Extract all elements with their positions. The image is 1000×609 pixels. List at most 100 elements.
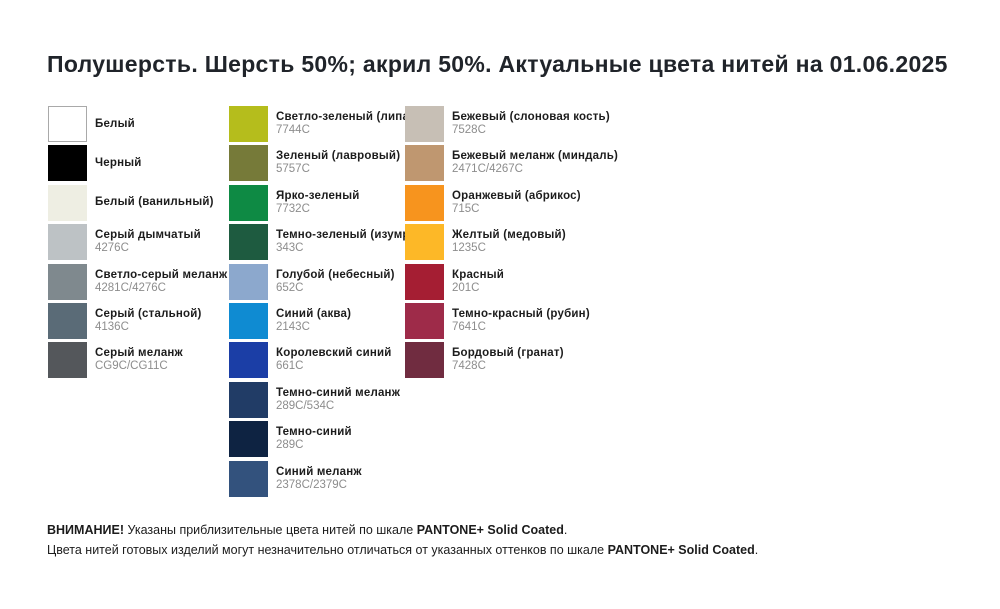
attention-label: ВНИМАНИЕ!: [47, 523, 124, 537]
color-row: Бордовый (гранат) 7428C: [405, 342, 618, 379]
color-swatch: [229, 302, 268, 339]
color-name: Темно-синий: [276, 426, 352, 439]
color-row: Черный: [48, 145, 227, 182]
color-row: Зеленый (лавровый) 5757C: [229, 145, 427, 182]
color-name: Красный: [452, 268, 505, 281]
color-swatch: [229, 106, 268, 142]
color-code: 7528C: [452, 124, 486, 136]
color-row: Ярко-зеленый 7732C: [229, 184, 427, 221]
color-name: Зеленый (лавровый): [276, 150, 401, 163]
color-row: Бежевый (слоновая кость) 7528C: [405, 106, 618, 142]
page-title: Полушерсть. Шерсть 50%; акрил 50%. Актуа…: [47, 51, 948, 77]
color-swatch: [229, 381, 268, 418]
color-row: Темно-синий меланж 289C/534C: [229, 381, 427, 418]
color-code: 661C: [276, 360, 304, 373]
color-name: Оранжевый (абрикос): [452, 189, 581, 202]
color-row: Оранжевый (абрикос) 715C: [405, 184, 618, 221]
color-row: Темно-зеленый (изумруд) 343C: [229, 224, 428, 261]
color-row: Желтый (медовый) 1235C: [405, 224, 618, 261]
color-row: Красный 201C: [405, 263, 618, 300]
color-swatch: [405, 106, 444, 142]
color-name: Синий меланж: [276, 465, 362, 478]
color-name: Серый (стальной): [95, 307, 202, 320]
color-name: Ярко-зеленый: [276, 189, 360, 202]
footer-note-line2: Цвета нитей готовых изделий могут незнач…: [47, 542, 759, 557]
color-name: Светло-серый меланж: [95, 268, 228, 281]
color-code: 5757C: [276, 163, 310, 176]
color-name: Светло-зеленый (липа): [276, 111, 414, 123]
color-row: Бежевый меланж (миндаль) 2471C/4267C: [405, 145, 619, 182]
color-row: Серый (стальной) 4136C: [48, 302, 227, 339]
color-code: 1235C: [452, 242, 486, 255]
color-swatch: [229, 342, 268, 379]
color-swatch: [48, 263, 87, 300]
color-code: 7732C: [276, 202, 310, 215]
color-name: Королевский синий: [276, 347, 392, 360]
color-swatch: [229, 224, 268, 261]
color-code: 289C: [276, 439, 304, 452]
color-swatch: [48, 106, 87, 142]
color-swatch: [229, 460, 268, 497]
color-code: 4281C/4276C: [95, 281, 166, 294]
color-name: Бордовый (гранат): [452, 347, 564, 360]
color-code: 289C/534C: [276, 399, 335, 412]
color-swatch: [229, 145, 268, 182]
color-row: Темно-красный (рубин) 7641C: [405, 302, 618, 339]
color-row: Светло-серый меланж 4281C/4276C: [48, 263, 228, 300]
color-row: Серый меланж CG9C/CG11C: [48, 342, 227, 379]
pantone-label: PANTONE+ Solid Coated: [607, 542, 755, 557]
footer-note-line1: ВНИМАНИЕ! Указаны приблизительные цвета …: [47, 523, 568, 537]
color-swatch: [405, 302, 444, 339]
color-row: Темно-синий 289C: [229, 421, 427, 458]
color-name: Голубой (небесный): [276, 268, 395, 281]
color-swatch: [48, 184, 87, 221]
color-code: CG9C/CG11C: [95, 360, 168, 373]
color-code: 7744C: [276, 124, 310, 136]
color-code: 2378C/2379C: [276, 478, 347, 491]
color-swatch: [405, 184, 444, 221]
color-column-grays: Белый Черный Белый (ванильный) Серый дым…: [48, 106, 227, 382]
color-swatch: [405, 224, 444, 261]
color-code: 4136C: [95, 320, 129, 333]
color-code: 652C: [276, 281, 304, 294]
color-column-warm: Бежевый (слоновая кость) 7528C Бежевый ме…: [405, 106, 618, 382]
color-row: Голубой (небесный) 652C: [229, 263, 427, 300]
color-name: Серый дымчатый: [95, 229, 201, 242]
color-column-greens-blues: Светло-зеленый (липа) 7744C Зеленый (лавр…: [229, 106, 427, 500]
color-code: 201C: [452, 281, 480, 294]
color-code: 2143C: [276, 320, 310, 333]
color-code: 7428C: [452, 360, 486, 373]
color-name: Белый (ванильный): [95, 196, 214, 209]
color-row: Белый (ванильный): [48, 184, 227, 221]
color-row: Белый: [48, 106, 227, 142]
color-code: 2471C/4267C: [452, 163, 523, 176]
color-name: Темно-красный (рубин): [452, 307, 590, 320]
color-code: 343C: [276, 242, 304, 255]
color-swatch: [229, 263, 268, 300]
color-swatch: [229, 184, 268, 221]
color-row: Королевский синий 661C: [229, 342, 427, 379]
color-name: Желтый (медовый): [452, 229, 566, 242]
color-name: Серый меланж: [95, 347, 183, 360]
color-row: Синий (аква) 2143C: [229, 302, 427, 339]
color-name: Темно-зеленый (изумруд): [276, 229, 428, 242]
color-name: Темно-синий меланж: [276, 386, 401, 399]
color-swatch: [229, 421, 268, 458]
color-code: 4276C: [95, 242, 129, 255]
color-name: Бежевый меланж (миндаль): [452, 150, 619, 163]
color-code: 7641C: [452, 320, 486, 333]
color-name: Бежевый (слоновая кость): [452, 111, 610, 123]
color-swatch: [405, 342, 444, 379]
pantone-label: PANTONE+ Solid Coated: [416, 523, 564, 537]
color-row: Светло-зеленый (липа) 7744C: [229, 106, 427, 142]
color-row: Синий меланж 2378C/2379C: [229, 460, 427, 497]
color-row: Серый дымчатый 4276C: [48, 224, 227, 261]
color-swatch: [48, 342, 87, 379]
color-name: Черный: [95, 156, 142, 169]
color-code: 715C: [452, 202, 480, 215]
color-swatch: [405, 263, 444, 300]
color-name: Синий (аква): [276, 307, 352, 320]
color-swatch: [48, 145, 87, 182]
color-name: Белый: [95, 117, 135, 130]
